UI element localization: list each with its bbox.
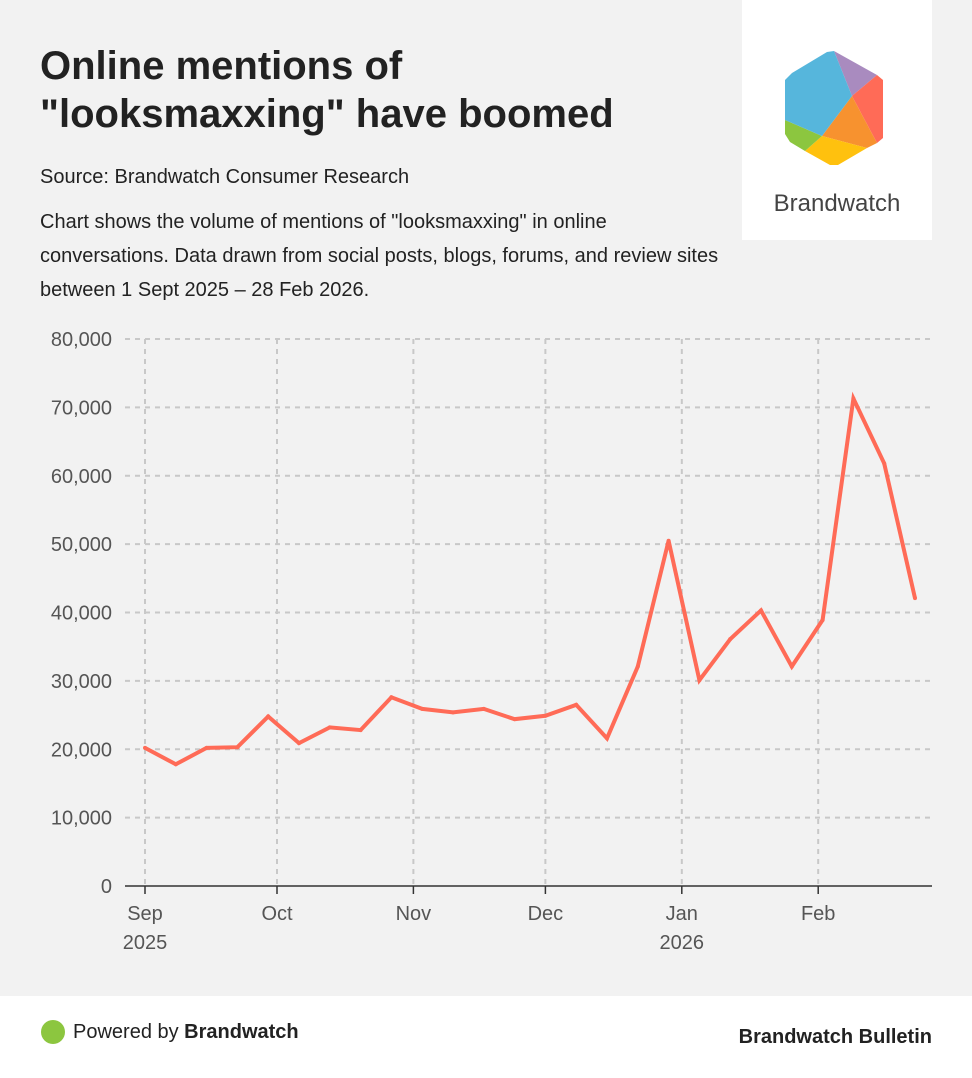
series-line xyxy=(144,391,917,767)
chart-description: Chart shows the volume of mentions of "l… xyxy=(40,211,719,301)
x-tick-label: Jan xyxy=(666,903,698,925)
data-point xyxy=(143,745,147,750)
data-point xyxy=(820,618,825,623)
data-point xyxy=(759,608,763,613)
x-tick-label: Oct xyxy=(261,903,293,925)
data-point xyxy=(635,664,640,669)
data-point xyxy=(697,678,702,683)
data-point xyxy=(851,396,856,401)
data-point xyxy=(882,461,887,466)
x-tick-label: Sep xyxy=(127,903,163,925)
x-tick-label: Nov xyxy=(396,903,432,925)
x-tick-sublabel: 2026 xyxy=(660,932,705,954)
x-tick-label: Feb xyxy=(801,903,835,925)
x-tick-label: Dec xyxy=(528,903,564,925)
data-point xyxy=(512,717,517,722)
data-point xyxy=(358,728,363,733)
y-tick-label: 30,000 xyxy=(51,671,112,693)
data-point xyxy=(543,713,548,718)
data-point xyxy=(789,664,794,669)
page-title: Online mentions of "looksmaxxing" have b… xyxy=(40,44,614,136)
data-point xyxy=(327,725,332,730)
powered-brand: Brandwatch xyxy=(184,1021,299,1043)
y-tick-label: 0 xyxy=(101,876,112,898)
data-point xyxy=(389,695,394,700)
data-point xyxy=(235,745,240,750)
source-text: Source: Brandwatch Consumer Research xyxy=(40,166,410,188)
data-point xyxy=(173,762,178,767)
data-point xyxy=(266,714,271,719)
data-point xyxy=(481,706,486,711)
data-point xyxy=(666,538,671,543)
y-tick-label: 40,000 xyxy=(51,603,112,625)
data-point xyxy=(728,637,733,642)
data-point xyxy=(204,745,209,750)
logo-text: Brandwatch xyxy=(773,190,901,217)
data-point xyxy=(451,710,455,715)
bulletin-label: Brandwatch Bulletin xyxy=(738,1026,932,1048)
y-tick-label: 10,000 xyxy=(51,808,112,830)
data-point xyxy=(913,596,917,601)
data-point xyxy=(605,736,609,741)
green-dot-icon xyxy=(41,1020,65,1044)
brandwatch-logo: Brandwatch xyxy=(742,0,932,240)
powered-by: Powered by Brandwatch xyxy=(73,1021,299,1044)
y-tick-label: 20,000 xyxy=(51,739,112,761)
x-tick-sublabel: 2025 xyxy=(123,932,168,954)
y-tick-label: 80,000 xyxy=(51,329,112,351)
data-point xyxy=(297,741,301,746)
y-tick-label: 50,000 xyxy=(51,534,112,556)
footer: Powered by Brandwatch Brandwatch Bulleti… xyxy=(0,996,972,1078)
hexagon-logo-icon xyxy=(785,51,883,165)
powered-prefix: Powered by xyxy=(73,1021,185,1043)
data-point xyxy=(420,706,425,711)
line-chart: 0 10,000 20,000 30,000 40,000 50,000 60,000 70,… xyxy=(51,329,932,954)
y-tick-label: 70,000 xyxy=(51,397,112,419)
y-tick-label: 60,000 xyxy=(51,466,112,488)
data-point xyxy=(574,702,579,707)
